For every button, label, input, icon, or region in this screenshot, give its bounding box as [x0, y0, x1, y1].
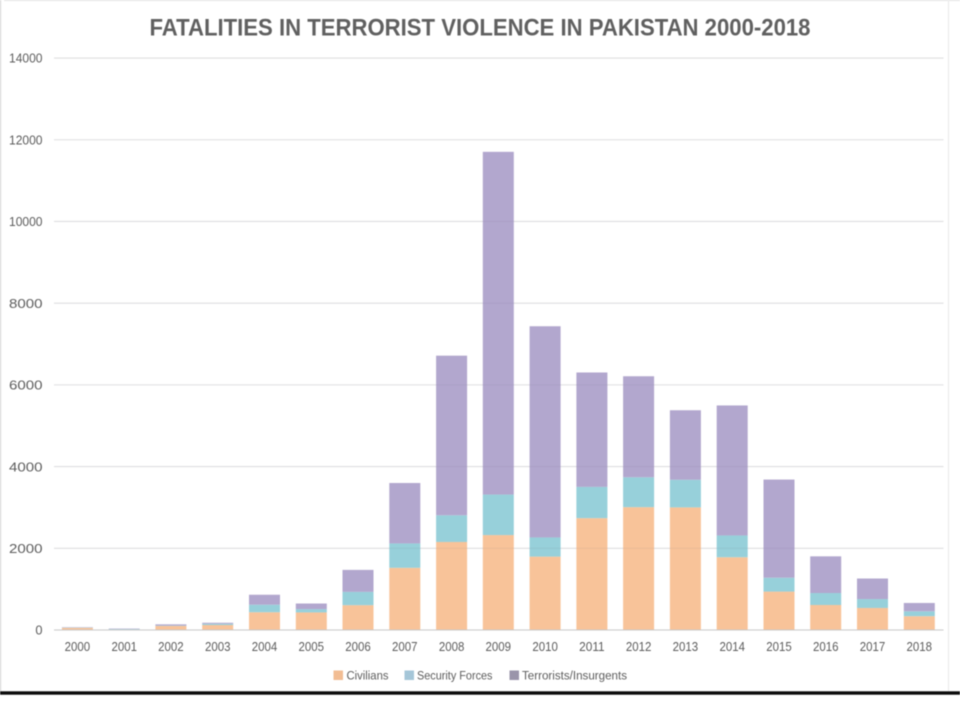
svg-text:0: 0: [35, 623, 42, 638]
svg-text:2018: 2018: [907, 639, 933, 654]
svg-text:2009: 2009: [486, 639, 512, 654]
svg-text:2013: 2013: [673, 639, 699, 654]
svg-text:Security Forces: Security Forces: [417, 669, 493, 683]
svg-text:2002: 2002: [158, 639, 184, 654]
svg-text:2008: 2008: [439, 639, 465, 654]
svg-text:2001: 2001: [111, 639, 137, 654]
svg-text:6000: 6000: [9, 378, 43, 393]
svg-text:2016: 2016: [813, 639, 839, 654]
svg-text:2000: 2000: [65, 639, 91, 654]
svg-text:FATALITIES IN TERRORIST VIOLEN: FATALITIES IN TERRORIST VIOLENCE IN PAKI…: [150, 15, 811, 42]
svg-text:2003: 2003: [205, 639, 231, 654]
svg-text:2006: 2006: [345, 639, 371, 654]
svg-text:2015: 2015: [766, 639, 792, 654]
svg-text:4000: 4000: [9, 459, 43, 474]
svg-text:2000: 2000: [9, 541, 43, 556]
svg-text:2012: 2012: [626, 639, 652, 654]
svg-text:2007: 2007: [392, 639, 418, 654]
svg-text:Civilians: Civilians: [347, 669, 389, 683]
svg-text:2014: 2014: [719, 639, 745, 654]
svg-text:14000: 14000: [9, 51, 43, 66]
svg-text:8000: 8000: [9, 296, 43, 311]
svg-text:10000: 10000: [9, 214, 43, 229]
svg-text:2005: 2005: [298, 639, 324, 654]
svg-text:Terrorists/Insurgents: Terrorists/Insurgents: [522, 669, 627, 683]
svg-text:2011: 2011: [579, 639, 605, 654]
svg-text:2010: 2010: [532, 639, 558, 654]
svg-text:12000: 12000: [9, 132, 43, 147]
svg-text:2004: 2004: [252, 639, 278, 654]
svg-text:2017: 2017: [860, 639, 886, 654]
